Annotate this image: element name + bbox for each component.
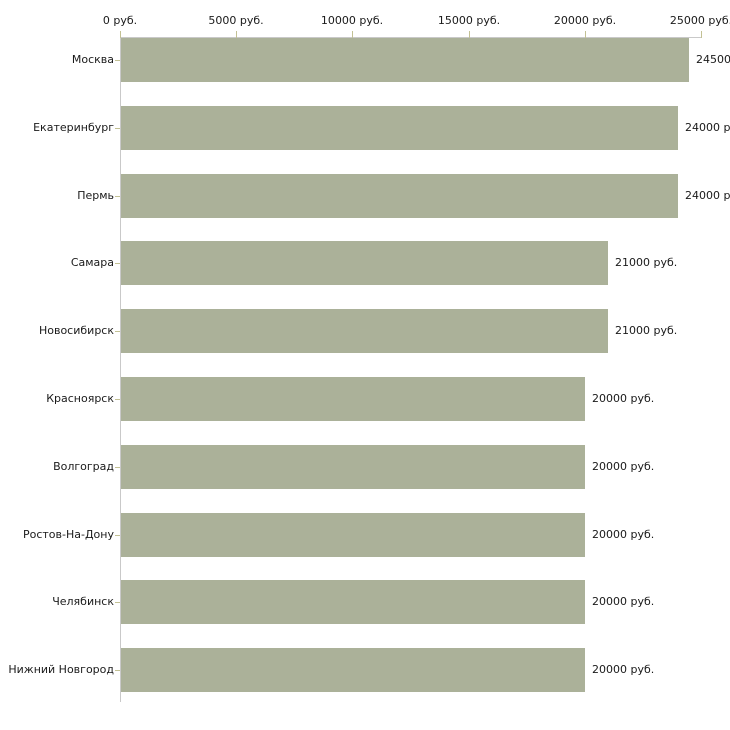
- bar: [121, 513, 585, 557]
- category-label: Красноярск: [46, 392, 114, 405]
- x-axis-tick-label: 20000 руб.: [553, 14, 617, 27]
- bar: [121, 580, 585, 624]
- category-label: Самара: [70, 256, 114, 269]
- x-axis-tick-label: 0 руб.: [102, 14, 138, 27]
- value-label: 20000 руб.: [592, 392, 655, 405]
- value-label: 21000 руб.: [615, 256, 678, 269]
- x-axis-tick: [469, 31, 470, 38]
- bar: [121, 309, 608, 353]
- x-axis-tick: [585, 31, 586, 38]
- y-axis-tick: [115, 399, 120, 400]
- category-label: Ростов-На-Дону: [22, 528, 114, 541]
- bar: [121, 648, 585, 692]
- value-label: 24000 руб.: [685, 189, 730, 202]
- category-label: Нижний Новгород: [8, 663, 114, 676]
- value-label: 20000 руб.: [592, 595, 655, 608]
- y-axis-line: [120, 37, 121, 702]
- x-axis-tick-label: 25000 руб.: [669, 14, 730, 27]
- x-axis-tick: [352, 31, 353, 38]
- y-axis-tick: [115, 602, 120, 603]
- x-axis-tick-label: 10000 руб.: [320, 14, 384, 27]
- y-axis-tick: [115, 196, 120, 197]
- y-axis-tick: [115, 128, 120, 129]
- x-axis-tick: [701, 31, 702, 38]
- x-axis-tick-label: 15000 руб.: [437, 14, 501, 27]
- bar: [121, 445, 585, 489]
- y-axis-tick: [115, 467, 120, 468]
- y-axis-tick: [115, 263, 120, 264]
- y-axis-tick: [115, 331, 120, 332]
- value-label: 20000 руб.: [592, 528, 655, 541]
- x-axis-tick-label: 5000 руб.: [208, 14, 264, 27]
- y-axis-tick: [115, 535, 120, 536]
- bar: [121, 174, 678, 218]
- value-label: 24500 руб.: [696, 53, 730, 66]
- category-label: Пермь: [77, 189, 114, 202]
- x-axis-line: [120, 37, 702, 38]
- value-label: 24000 руб.: [685, 121, 730, 134]
- category-label: Волгоград: [53, 460, 114, 473]
- y-axis-tick: [115, 670, 120, 671]
- bar: [121, 241, 608, 285]
- value-label: 21000 руб.: [615, 324, 678, 337]
- category-label: Екатеринбург: [33, 121, 114, 134]
- bar: [121, 106, 678, 150]
- bar: [121, 38, 689, 82]
- category-label: Новосибирск: [38, 324, 114, 337]
- x-axis-tick: [236, 31, 237, 38]
- x-axis-tick: [120, 31, 121, 38]
- bar: [121, 377, 585, 421]
- y-axis-tick: [115, 60, 120, 61]
- value-label: 20000 руб.: [592, 460, 655, 473]
- value-label: 20000 руб.: [592, 663, 655, 676]
- category-label: Москва: [71, 53, 114, 66]
- category-label: Челябинск: [52, 595, 114, 608]
